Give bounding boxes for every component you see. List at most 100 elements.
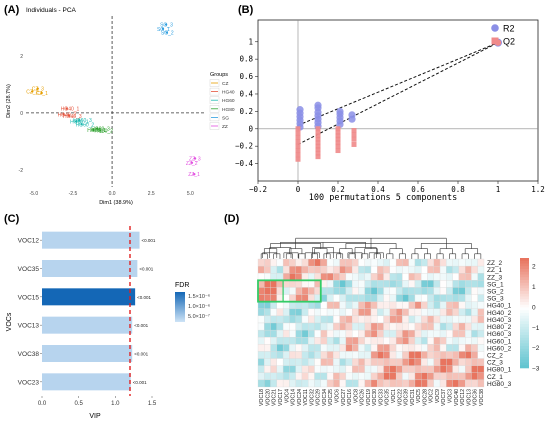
heatmap-column-label: VOC16 xyxy=(347,389,353,406)
heatmap-colorbar-step xyxy=(520,266,529,270)
heatmap-cell xyxy=(452,358,460,366)
heatmap-cell xyxy=(465,344,472,352)
heatmap-cell xyxy=(414,287,422,295)
perm-xtick-label: 0.2 xyxy=(331,185,345,194)
heatmap-cell xyxy=(427,351,434,359)
pca-legend: Groups CZ HG40 HG60 HG80 SG ZZ xyxy=(209,72,235,130)
heatmap-cell xyxy=(289,379,296,388)
heatmap-row-label: HG60_1 xyxy=(487,338,512,345)
heatmap-cell xyxy=(408,287,416,295)
pca-panel: Individuals - PCA -5.0 -2.5 0.0 2.5 5.0-202 … xyxy=(6,7,235,206)
heatmap-cell xyxy=(477,308,485,317)
perm-point-q2 xyxy=(315,140,321,146)
heatmap-cell xyxy=(414,329,422,338)
pca-point-label: HG80_2 xyxy=(94,129,113,135)
pca-point xyxy=(190,161,194,164)
heatmap-cell xyxy=(345,301,353,309)
perm-point-q2 xyxy=(335,126,341,132)
heatmap-cell xyxy=(383,344,390,352)
heatmap-cell xyxy=(395,322,403,331)
pca-grid xyxy=(26,16,206,187)
pca-point xyxy=(62,113,65,116)
heatmap-cell xyxy=(270,258,277,267)
vip-xtick-label: 0.0 xyxy=(38,401,47,407)
heatmap-cell xyxy=(352,358,359,366)
heatmap-cell xyxy=(276,372,284,381)
heatmap-cell xyxy=(333,358,340,366)
heatmap-column-label: VOC37 xyxy=(441,389,447,406)
heatmap-cell xyxy=(282,294,290,302)
heatmap-cell xyxy=(364,273,372,281)
heatmap-cell xyxy=(389,337,397,345)
heatmap-column-label: VOC33 xyxy=(378,389,384,406)
heatmap-cell xyxy=(446,315,453,324)
heatmap-cell xyxy=(477,322,485,331)
heatmap-cell xyxy=(465,351,472,359)
heatmap-colorbar-step xyxy=(520,269,529,273)
heatmap-cell xyxy=(452,351,460,359)
heatmap-cell xyxy=(408,329,416,338)
pca-point-label: SG_2 xyxy=(161,31,174,37)
heatmap-cell xyxy=(264,273,271,281)
heatmap-cell xyxy=(427,287,434,295)
heatmap-cell xyxy=(458,265,466,274)
heatmap-cell xyxy=(439,301,447,309)
pca-point xyxy=(74,120,78,123)
heatmap-cell xyxy=(408,379,416,388)
heatmap-cell xyxy=(320,379,328,388)
heatmap-cell xyxy=(276,337,284,345)
heatmap-colorbar-label: −1 xyxy=(532,325,540,332)
heatmap-cell xyxy=(408,358,416,366)
heatmap-column-label: VOC1 xyxy=(391,389,397,403)
heatmap-cell xyxy=(333,301,340,309)
heatmap-cell xyxy=(358,308,365,317)
perm-point-q2 xyxy=(335,140,341,146)
heatmap-cell xyxy=(333,329,340,338)
heatmap-column-label: VOC12 xyxy=(460,389,466,406)
heatmap-row-label: SG_2 xyxy=(487,289,504,296)
heatmap-cell xyxy=(446,372,453,381)
heatmap-colorbar-step xyxy=(520,346,529,350)
heatmap-cell xyxy=(320,358,328,366)
heatmap-cell xyxy=(421,287,428,295)
perm-regression-line xyxy=(297,42,499,145)
heatmap-cell xyxy=(471,337,478,345)
heatmap-cell xyxy=(320,351,328,359)
heatmap-cell xyxy=(295,301,303,309)
heatmap-cell xyxy=(452,365,460,373)
perm-point-r2 xyxy=(296,106,304,114)
pca-point-label: ZZ_2 xyxy=(186,161,198,167)
heatmap-cell xyxy=(408,265,416,274)
heatmap-cell xyxy=(295,344,303,352)
heatmap-cell xyxy=(446,358,453,366)
heatmap-cell xyxy=(477,258,485,267)
pca-xtick-label: 2.5 xyxy=(148,191,155,197)
heatmap-cell xyxy=(395,273,403,281)
heatmap-cell xyxy=(301,344,309,352)
heatmap-cell xyxy=(364,301,372,309)
heatmap-cell xyxy=(383,280,390,288)
heatmap-cell xyxy=(326,265,334,274)
heatmap-cell xyxy=(345,372,353,381)
pca-xtick-label: 0.0 xyxy=(109,191,116,197)
heatmap-cell xyxy=(389,365,397,373)
heatmap-cell xyxy=(301,358,309,366)
heatmap-cell xyxy=(377,379,384,388)
heatmap-cell xyxy=(282,315,290,324)
perm-point-q2 xyxy=(351,141,357,147)
heatmap-cell xyxy=(276,358,284,366)
heatmap-cell xyxy=(402,337,409,345)
heatmap-cell xyxy=(383,351,390,359)
heatmap-cell xyxy=(458,301,466,309)
pca-point xyxy=(99,129,102,132)
heatmap-cell xyxy=(471,365,478,373)
heatmap-cell xyxy=(364,344,372,352)
heatmap-cell xyxy=(389,372,397,381)
heatmap-cell xyxy=(389,344,397,352)
heatmap-cell xyxy=(301,258,309,267)
heatmap-cell xyxy=(270,273,277,281)
heatmap-cell xyxy=(383,372,390,381)
heatmap-cell xyxy=(395,301,403,309)
perm-ytick-label: 0.6 xyxy=(239,72,253,81)
heatmap-cell xyxy=(446,287,453,295)
